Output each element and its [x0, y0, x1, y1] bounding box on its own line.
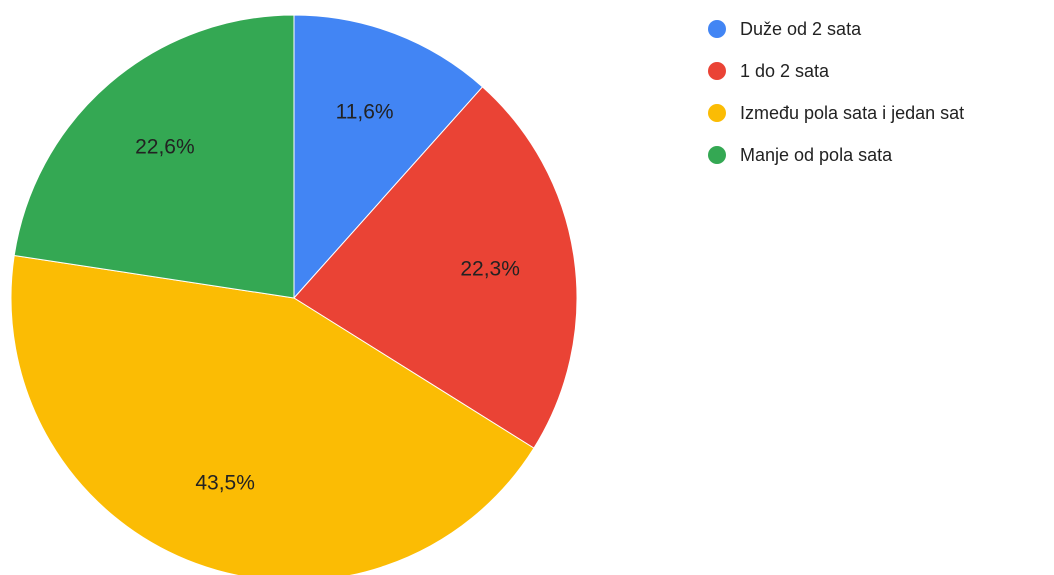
slice-label: 22,6% — [135, 135, 195, 158]
legend-swatch — [708, 146, 726, 164]
legend-swatch — [708, 104, 726, 122]
pie-slice — [10, 254, 535, 575]
legend-label: Između pola sata i jedan sat — [740, 103, 964, 123]
legend-label: Manje od pola sata — [740, 145, 893, 165]
pie-slice — [293, 14, 484, 300]
legend-swatch — [708, 62, 726, 80]
slice-label: 22,3% — [460, 258, 520, 281]
legend-label: 1 do 2 sata — [740, 61, 830, 81]
legend-label: Duže od 2 sata — [740, 19, 862, 39]
legend-swatch — [708, 20, 726, 38]
pie-slice — [13, 14, 295, 299]
slice-label: 11,6% — [336, 100, 394, 123]
slice-label: 43,5% — [195, 471, 255, 494]
pie-slice — [293, 86, 578, 449]
